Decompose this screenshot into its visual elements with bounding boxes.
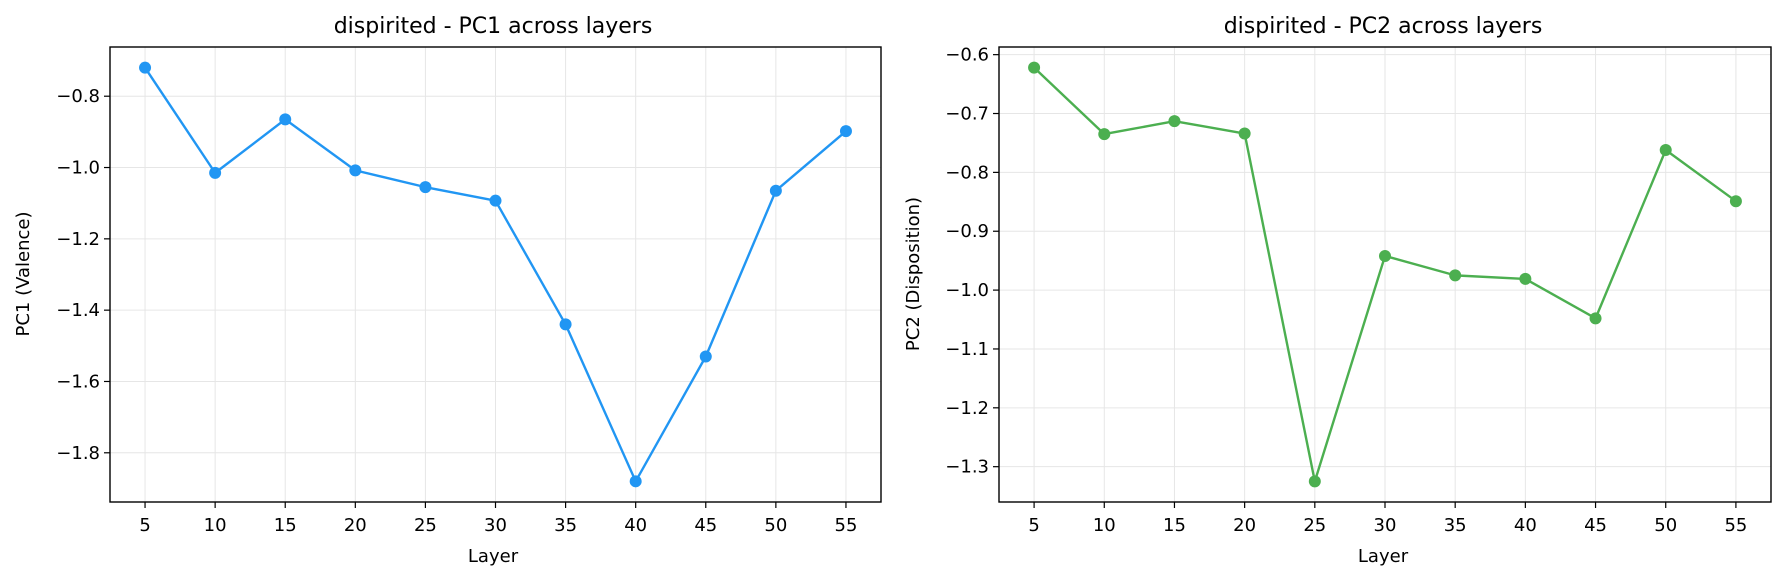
x-tick-label: 20 [344,515,367,536]
x-tick-label: 5 [139,515,150,536]
data-point [1519,272,1532,285]
x-tick-label: 55 [1724,515,1747,536]
data-point [1729,195,1742,208]
y-tick-label: −1.0 [945,280,989,301]
plot-frame [998,46,1772,503]
x-tick-label: 15 [1163,515,1186,536]
chart-pc2: dispirited - PC2 across layers Layer PC2… [903,14,1772,567]
data-point [139,61,152,74]
data-point [1449,269,1462,282]
data-point [1028,61,1041,74]
y-tick-label: −0.7 [945,104,989,125]
x-tick-label: 50 [764,515,787,536]
x-axis-label: Layer [468,546,519,567]
x-tick-label: 35 [554,515,577,536]
plot-frame [109,46,882,503]
x-tick-label: 20 [1233,515,1256,536]
y-axis-label: PC1 (Valence) [13,211,34,336]
data-point [559,318,572,331]
x-tick-label: 40 [1514,515,1537,536]
x-tick-label: 55 [835,515,858,536]
x-tick-label: 10 [204,515,227,536]
y-tick-label: −1.2 [945,398,989,419]
data-point [209,166,222,179]
data-point [1098,128,1111,141]
data-point [699,350,712,363]
data-point [1589,312,1602,325]
x-tick-label: 40 [624,515,647,536]
y-tick-label: −1.3 [945,457,989,478]
data-point [1168,115,1181,128]
chart-title: dispirited - PC1 across layers [334,14,653,39]
data-point [1659,144,1672,157]
grid [999,47,1771,502]
x-tick-label: 5 [1028,515,1039,536]
x-tick-label: 50 [1654,515,1677,536]
data-point [839,125,852,138]
x-tick-label: 35 [1444,515,1467,536]
x-tick-label: 25 [1303,515,1326,536]
y-tick-label: −1.1 [945,339,989,360]
data-point [629,475,642,488]
data-point [419,181,432,194]
y-tick-label: −0.8 [56,86,100,107]
y-axis-label: PC2 (Disposition) [903,197,924,351]
y-tick-label: −0.8 [945,162,989,183]
data-point [349,164,362,177]
y-tick-label: −1.0 [56,158,100,179]
grid [110,47,881,502]
y-tick-label: −1.6 [56,371,100,392]
data-point [1308,475,1321,488]
x-tick-label: 45 [1584,515,1607,536]
y-tick-label: −0.6 [945,45,989,66]
x-tick-label: 30 [1374,515,1397,536]
y-tick-label: −1.2 [56,229,100,250]
data-point [769,184,782,197]
chart-title: dispirited - PC2 across layers [1224,14,1543,39]
x-tick-label: 15 [274,515,297,536]
y-tick-label: −0.9 [945,221,989,242]
data-point [1379,249,1391,262]
x-tick-label: 25 [414,515,437,536]
data-point [489,194,502,207]
x-tick-label: 30 [484,515,507,536]
chart-pc1: dispirited - PC1 across layers Layer PC1… [13,14,882,567]
data-point [1238,127,1251,140]
data-point [279,113,292,126]
y-tick-label: −1.8 [56,443,100,464]
x-axis-label: Layer [1358,546,1409,567]
x-tick-label: 45 [694,515,717,536]
y-tick-label: −1.4 [56,300,100,321]
x-tick-label: 10 [1093,515,1116,536]
